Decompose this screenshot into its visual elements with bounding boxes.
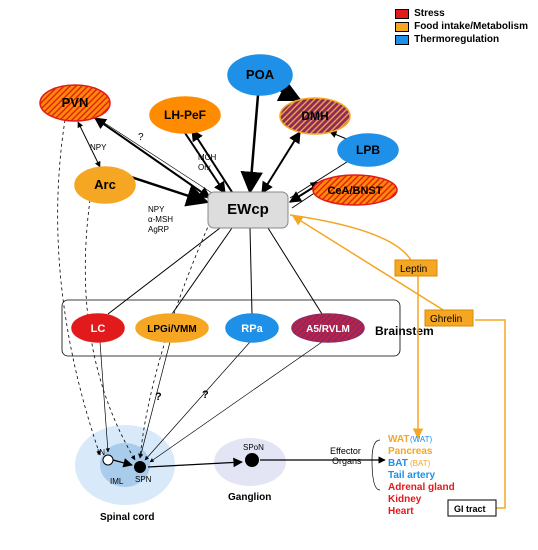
effector-sub: Organs — [332, 456, 362, 466]
lbl-orx: Orx — [198, 163, 211, 172]
lbl-q2: ? — [155, 391, 162, 403]
node-label-DMH: DMH — [301, 109, 328, 123]
spn-node — [134, 461, 146, 473]
ganglion-label: Ganglion — [228, 492, 271, 503]
node-label-Arc: Arc — [94, 177, 116, 192]
effector-item: BAT — [388, 458, 408, 469]
lbl-npy2: NPY — [148, 205, 165, 214]
node-label-LHPeF: LH-PeF — [164, 108, 206, 122]
lbl-amsh: α-MSH — [148, 215, 173, 224]
lbl-q3: ? — [202, 389, 209, 401]
legend: StressFood intake/MetabolismThermoregula… — [395, 6, 528, 47]
effector-title: Effector — [330, 446, 361, 456]
node-label-A5: A5/RVLM — [306, 324, 350, 335]
spinal-label: Spinal cord — [100, 512, 154, 523]
svg-text:(WAT): (WAT) — [410, 435, 433, 444]
effector-item: WAT — [388, 434, 409, 445]
node-label-RPa: RPa — [241, 323, 263, 335]
spon-node — [245, 453, 259, 467]
node-label-LPGi: LPGi/VMM — [147, 324, 196, 335]
gi-label: GI tract — [454, 504, 486, 514]
effector-item: Pancreas — [388, 446, 433, 457]
node-label-CeABNST: CeA/BNST — [327, 185, 382, 197]
effector-item: Heart — [388, 506, 414, 517]
spon-label: SPoN — [243, 443, 264, 452]
effector-item: Tail artery — [388, 470, 435, 481]
node-label-PVN: PVN — [62, 95, 89, 110]
effector-item: Adrenal gland — [388, 482, 455, 493]
edges-mid — [108, 228, 322, 314]
lbl-agrp: AgRP — [148, 225, 169, 234]
ghrelin-label: Ghrelin — [430, 314, 462, 325]
node-label-LPB: LPB — [356, 143, 380, 157]
svg-text:(BAT): (BAT) — [410, 459, 431, 468]
lbl-mch: MCH — [198, 153, 216, 162]
effector-brace — [372, 440, 380, 490]
node-label-LC: LC — [91, 323, 106, 335]
edges-dashed — [58, 120, 210, 460]
node-label-EWcp: EWcp — [227, 201, 269, 218]
iml-label: IML — [110, 477, 124, 486]
effector-item: Kidney — [388, 494, 422, 505]
lbl-npy1: NPY — [90, 143, 107, 152]
spn-label: SPN — [135, 475, 152, 484]
in-label: IN — [97, 448, 105, 457]
leptin-label: Leptin — [400, 264, 427, 275]
lbl-q1: ? — [138, 132, 144, 143]
node-label-POA: POA — [246, 67, 275, 82]
